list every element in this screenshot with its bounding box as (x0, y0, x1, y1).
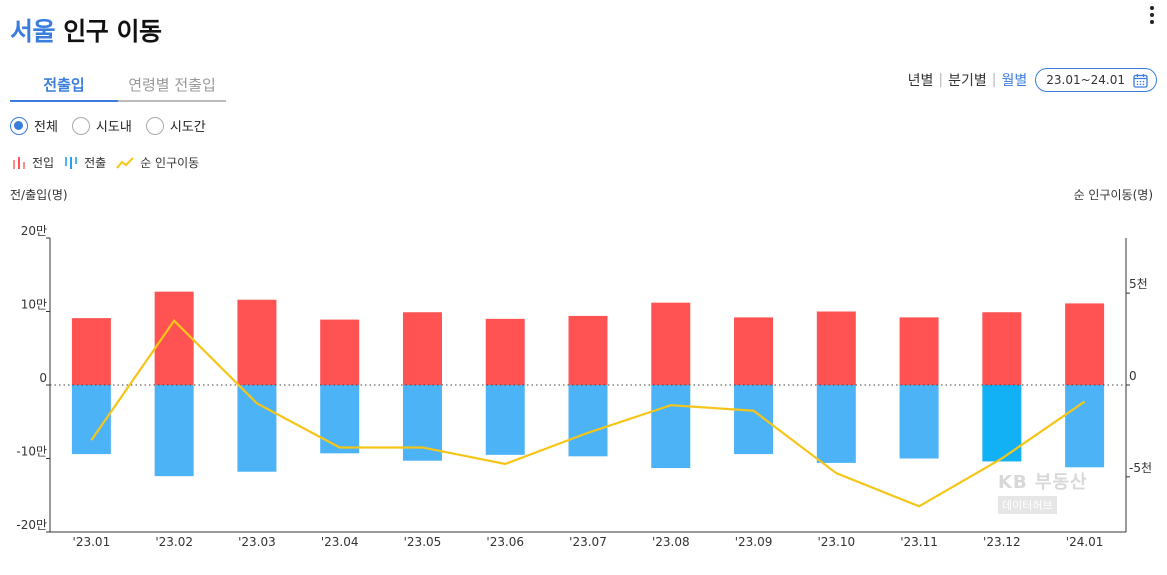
chart-legend: 전입 전출 순 인구이동 (12, 154, 209, 171)
inflow-bar (568, 315, 608, 385)
date-range-button[interactable]: 23.01~24.01 (1035, 68, 1157, 92)
inflow-bar (485, 318, 525, 385)
more-options-icon[interactable] (1149, 6, 1155, 26)
line-chart-icon (116, 156, 134, 169)
inflow-bar (71, 318, 111, 385)
outflow-bar (816, 385, 856, 463)
tab-age-transfer[interactable]: 연령별 전출입 (128, 76, 216, 94)
inflow-bar (320, 319, 360, 385)
radio-within-city[interactable]: 시도내 (71, 116, 132, 135)
inflow-bar (899, 317, 939, 385)
inflow-bar (982, 312, 1022, 385)
x-tick-label: '23.12 (983, 535, 1021, 549)
period-monthly[interactable]: 월별 (1001, 73, 1028, 89)
radio-all[interactable]: 전체 (10, 116, 58, 135)
tab-transfer[interactable]: 전출입 (10, 70, 118, 102)
radio-circle (10, 116, 28, 135)
radio-circle (145, 116, 164, 135)
left-tick-label: 10만 (21, 298, 47, 312)
tab-bar: 전출입 연령별 전출입 (10, 70, 226, 102)
left-tick-label: -20만 (16, 518, 47, 532)
title-city: 서울 (10, 17, 56, 46)
watermark-line1: KB 부동산 (998, 472, 1088, 493)
x-tick-label: '23.07 (569, 535, 607, 549)
inflow-bar (154, 291, 194, 385)
outflow-bar (899, 385, 939, 459)
divider: | (938, 72, 944, 88)
x-tick-label: '23.08 (652, 535, 690, 549)
inflow-bar (1065, 303, 1105, 385)
radio-label: 전체 (34, 120, 58, 135)
kb-watermark: KB 부동산 데이터허브 (998, 468, 1088, 514)
inflow-bar (734, 317, 774, 385)
x-tick-label: '23.05 (404, 535, 442, 549)
inflow-bar (402, 312, 442, 385)
radio-label: 시도간 (169, 120, 206, 135)
outflow-bar (485, 385, 525, 455)
filter-radio-group: 전체 시도내 시도간 (10, 116, 220, 135)
outflow-bar (1065, 385, 1105, 468)
outflow-bar (568, 385, 608, 457)
left-tick-label: 20만 (21, 224, 47, 238)
outflow-bar (154, 385, 194, 477)
period-quarterly[interactable]: 분기별 (948, 73, 987, 89)
x-tick-label: '23.10 (817, 535, 855, 549)
x-tick-label: '23.03 (238, 535, 276, 549)
right-tick-label: 5천 (1129, 276, 1148, 291)
date-range-label: 23.01~24.01 (1046, 73, 1125, 87)
legend-label: 전출 (84, 156, 107, 170)
net-migration-line (90, 318, 1086, 508)
divider: | (991, 72, 997, 88)
right-tick-label: 0 (1129, 369, 1137, 383)
radio-label: 시도내 (95, 120, 132, 135)
x-tick-label: '23.02 (155, 535, 193, 549)
legend-item-outflow[interactable]: 전출 (64, 154, 106, 171)
radio-between-cities[interactable]: 시도간 (145, 116, 206, 135)
title-text: 인구 이동 (63, 17, 162, 46)
x-tick-label: '24.01 (1066, 535, 1104, 549)
radio-circle (71, 116, 90, 135)
outflow-bar (320, 385, 360, 454)
outflow-bar (237, 385, 277, 472)
right-tick-label: -5천 (1129, 460, 1152, 475)
legend-item-inflow[interactable]: 전입 (12, 154, 54, 171)
x-tick-label: '23.11 (900, 535, 938, 549)
x-tick-label: '23.01 (73, 535, 111, 549)
inflow-bar (651, 302, 691, 385)
x-tick-label: '23.06 (486, 535, 524, 549)
period-selector: 년별 | 분기별 | 월별 23.01~24.01 (908, 68, 1157, 92)
right-axis-title: 순 인구이동(명) (1073, 188, 1153, 202)
outflow-bar (651, 385, 691, 469)
calendar-icon (1133, 73, 1148, 88)
bar-chart-icon (65, 156, 78, 169)
period-yearly[interactable]: 년별 (907, 73, 934, 89)
left-tick-label: 0 (39, 371, 47, 385)
bar-chart-icon (13, 156, 25, 169)
page-title: 서울 인구 이동 (10, 12, 162, 48)
x-tick-label: '23.04 (321, 535, 359, 549)
legend-item-net[interactable]: 순 인구이동 (116, 154, 199, 171)
legend-label: 순 인구이동 (140, 156, 200, 170)
inflow-bar (237, 299, 277, 385)
watermark-line2: 데이터허브 (998, 496, 1057, 514)
left-tick-label: -10만 (16, 445, 47, 459)
inflow-bar (816, 311, 856, 385)
legend-label: 전입 (32, 156, 55, 170)
left-axis-title: 전/출입(명) (10, 188, 68, 202)
x-tick-label: '23.09 (735, 535, 773, 549)
outflow-bar (734, 385, 774, 455)
